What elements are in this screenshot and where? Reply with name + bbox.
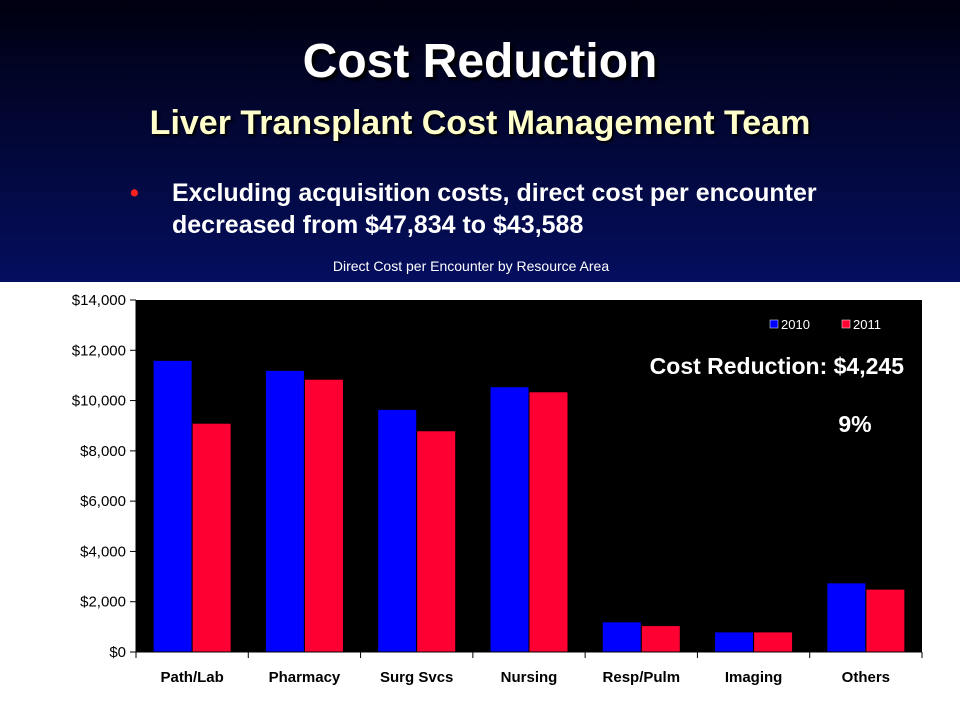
y-tick-label: $2,000: [80, 594, 126, 611]
slide-subtitle: Liver Transplant Cost Management Team: [149, 104, 811, 142]
bar-2010: [152, 359, 193, 653]
bullet-marker: •: [130, 179, 139, 207]
bar-series: [152, 359, 906, 653]
y-tick-label: $6,000: [80, 493, 126, 510]
x-tick-label: Others: [842, 669, 890, 686]
y-tick-label: $14,000: [72, 292, 126, 309]
bar-2010: [489, 386, 530, 653]
legend-swatch-2010: [769, 319, 779, 329]
bar-2010: [714, 631, 755, 653]
y-tick-label: $0: [109, 644, 126, 661]
legend: 2010 2011: [769, 317, 881, 332]
y-tick-label: $8,000: [80, 443, 126, 460]
x-tick-label: Nursing: [501, 669, 558, 686]
y-axis: $0 $2,000 $4,000 $6,000 $8,000 $10,000 $12,000…: [72, 292, 137, 661]
bar-2010: [826, 582, 867, 653]
cost-reduction-annotation: Cost Reduction: $4,245: [650, 353, 905, 379]
bar-2011: [753, 631, 794, 653]
slide-title: Cost Reduction: [302, 35, 658, 88]
y-tick-label: $10,000: [72, 393, 126, 410]
x-axis: Path/Lab Pharmacy Surg Svcs Nursing Resp/Pul…: [135, 651, 923, 686]
bar-2011: [865, 588, 906, 653]
legend-label-2011: 2011: [853, 317, 881, 332]
bullet-text: Excluding acquisition costs, direct cost…: [172, 179, 817, 239]
bar-2011: [640, 625, 681, 653]
bar-2011: [191, 422, 232, 653]
bar-2010: [601, 621, 642, 653]
percent-annotation: 9%: [838, 411, 871, 437]
legend-label-2010: 2010: [781, 317, 810, 332]
x-tick-label: Path/Lab: [160, 669, 223, 686]
x-tick-label: Surg Svcs: [380, 669, 453, 686]
x-tick-label: Resp/Pulm: [603, 669, 681, 686]
bar-2011: [303, 378, 344, 653]
x-tick-label: Pharmacy: [269, 669, 341, 686]
bar-2010: [377, 408, 418, 653]
legend-swatch-2011: [841, 319, 851, 329]
bar-2011: [416, 430, 457, 653]
bar-2011: [528, 391, 569, 653]
chart-title: Direct Cost per Encounter by Resource Ar…: [333, 258, 609, 274]
bullet-point: • Excluding acquisition costs, direct co…: [130, 177, 890, 241]
bar-2010: [264, 369, 305, 653]
x-tick-label: Imaging: [725, 669, 783, 686]
y-tick-label: $12,000: [72, 342, 126, 359]
y-tick-label: $4,000: [80, 543, 126, 560]
